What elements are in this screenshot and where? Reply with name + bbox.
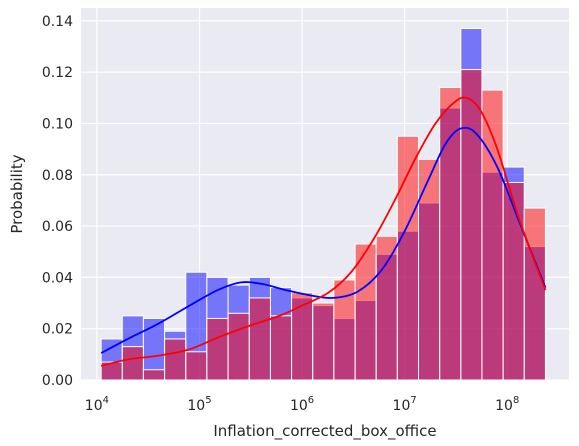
y-tick-label: 0.12 [42, 65, 73, 81]
y-axis-ticks: 0.00 0.02 0.04 0.06 0.08 0.10 0.12 0.14 [42, 14, 73, 389]
histogram-bar-series-2 [354, 243, 377, 381]
histogram-bar-series-2 [227, 312, 250, 381]
y-tick-label: 0.00 [42, 373, 73, 389]
histogram-bar-series-2 [460, 69, 483, 381]
x-axis-ticks: 104 105 106 107 108 [85, 395, 520, 414]
kde-curves [100, 96, 547, 367]
histogram-bar-series-2 [206, 317, 229, 381]
kde-line-series-2 [100, 96, 547, 367]
histogram-bar-series-2 [121, 346, 144, 381]
y-tick-label: 0.14 [42, 14, 73, 30]
x-axis-label: Inflation_corrected_box_office [213, 422, 436, 441]
histogram-bar-series-2 [312, 302, 335, 381]
histogram-bar-series-2 [164, 338, 187, 381]
histogram-bar-series-2 [142, 369, 166, 381]
y-tick-label: 0.02 [42, 322, 73, 338]
histogram-bar-series-2 [502, 181, 525, 381]
histogram-bar-series-2 [248, 297, 271, 381]
kde-line-series-1 [100, 126, 547, 354]
x-tick-label: 104 [85, 395, 109, 414]
x-tick-label: 106 [290, 395, 314, 414]
histogram-bar-series-2 [375, 235, 398, 381]
y-tick-label: 0.10 [42, 116, 73, 132]
histogram-bar-series-2 [439, 87, 462, 381]
histogram-bars [100, 28, 546, 381]
histogram-bar-series-2 [185, 351, 208, 381]
histogram-bar-series-2 [481, 89, 504, 381]
y-axis-label: Probability [8, 154, 26, 233]
x-tick-label: 108 [495, 395, 519, 414]
x-tick-label: 105 [187, 395, 211, 414]
y-tick-label: 0.08 [42, 168, 73, 184]
histogram-bar-series-2 [523, 207, 546, 381]
y-tick-label: 0.04 [42, 270, 73, 286]
x-tick-label: 107 [393, 395, 417, 414]
histogram-bar-series-2 [269, 315, 293, 381]
y-tick-label: 0.06 [42, 219, 73, 235]
